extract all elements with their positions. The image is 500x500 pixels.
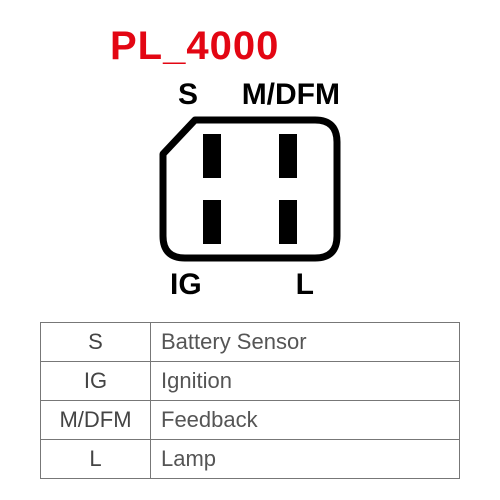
legend-desc: Feedback	[151, 401, 460, 440]
legend-body: S Battery Sensor IG Ignition M/DFM Feedb…	[41, 323, 460, 479]
pin-label-ig: IG	[170, 268, 202, 302]
legend-desc: Lamp	[151, 440, 460, 479]
table-row: S Battery Sensor	[41, 323, 460, 362]
pin-label-s: S	[178, 78, 198, 112]
part-number-title: PL_4000	[110, 24, 279, 69]
legend-code: S	[41, 323, 151, 362]
pin-label-mdfm: M/DFM	[242, 78, 340, 112]
legend-code: M/DFM	[41, 401, 151, 440]
legend-code: L	[41, 440, 151, 479]
legend-desc: Ignition	[151, 362, 460, 401]
connector-icon	[155, 114, 345, 264]
connector-diagram: S M/DFM IG L	[130, 78, 370, 302]
pin-label-l: L	[296, 268, 314, 302]
pin-labels-top: S M/DFM	[130, 78, 370, 112]
table-row: IG Ignition	[41, 362, 460, 401]
table-row: M/DFM Feedback	[41, 401, 460, 440]
legend-table: S Battery Sensor IG Ignition M/DFM Feedb…	[40, 322, 460, 479]
pin-labels-bottom: IG L	[130, 268, 370, 302]
table-row: L Lamp	[41, 440, 460, 479]
legend-code: IG	[41, 362, 151, 401]
legend-desc: Battery Sensor	[151, 323, 460, 362]
